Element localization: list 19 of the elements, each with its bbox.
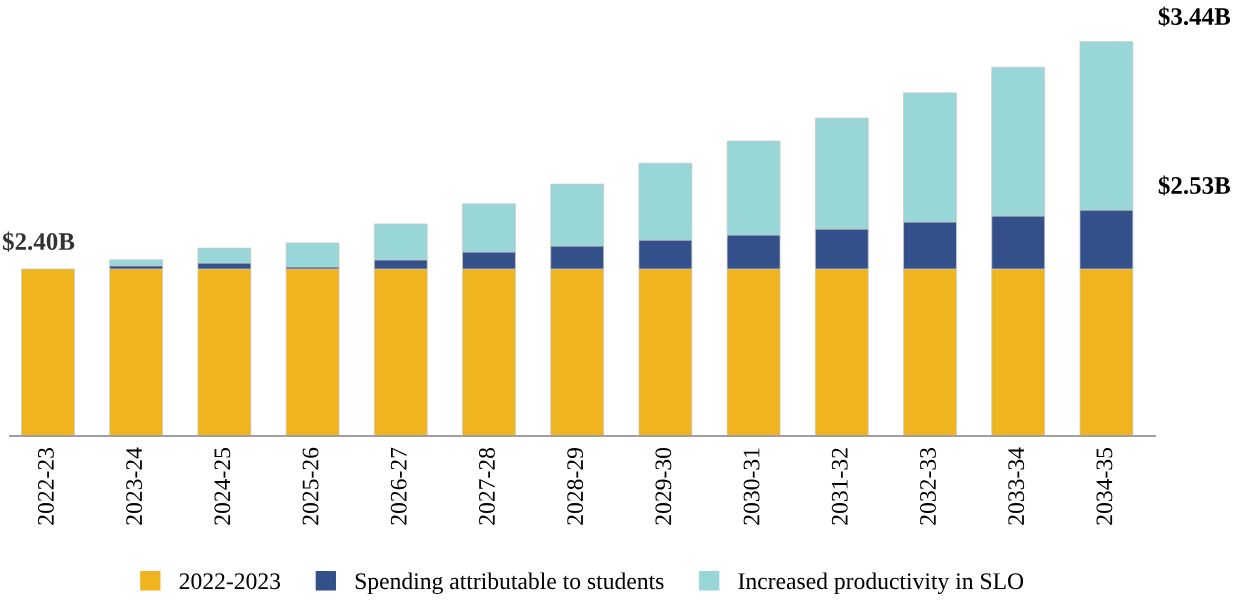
x-tick-label: 2027-28 [478, 447, 495, 525]
x-tick-label: 2030-31 [743, 448, 760, 525]
x-tick-label: 2033-34 [1008, 447, 1025, 525]
x-tick-label: 2023-24 [126, 447, 143, 525]
annotation: $3.44B [1158, 6, 1231, 27]
annotation: $2.53B [1158, 175, 1231, 196]
x-tick-label: 2028-29 [567, 448, 584, 525]
annotation: $2.40B [2, 231, 75, 252]
x-tick-label: 2024-25 [214, 447, 231, 525]
x-tick-label: 2032-33 [919, 447, 936, 525]
legend-label: Increased productivity in SLO [738, 572, 1024, 595]
x-tick-label: 2026-27 [390, 447, 407, 525]
x-tick-label: 2031-32 [831, 448, 848, 525]
legend-label: Spending attributable to students [355, 572, 664, 595]
x-tick-label: 2025-26 [302, 447, 319, 525]
x-tick-label: 2022-23 [37, 447, 54, 525]
x-tick-label: 2034-35 [1096, 447, 1113, 525]
x-tick-label: 2029-30 [655, 447, 672, 525]
legend-label: 2022-2023 [179, 573, 281, 590]
